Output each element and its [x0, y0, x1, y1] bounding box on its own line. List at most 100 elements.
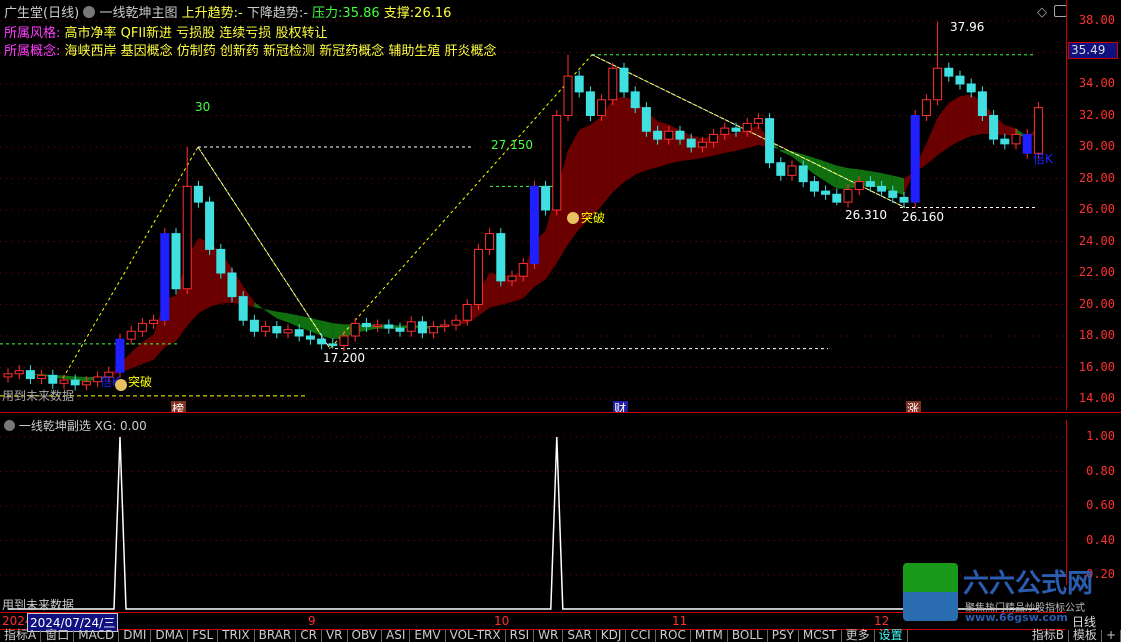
- trend-band: [478, 272, 490, 316]
- indicator-tab[interactable]: 窗口: [41, 629, 75, 642]
- trend-band: [792, 151, 804, 166]
- candle-body: [160, 233, 170, 321]
- candle-body: [944, 67, 954, 77]
- candle-body: [731, 127, 741, 132]
- support-value: 26.16: [414, 6, 452, 21]
- price-tick: 26.00: [1078, 202, 1115, 216]
- candle-body: [317, 338, 327, 345]
- candle-body: [641, 107, 651, 132]
- trend-band: [892, 175, 904, 196]
- trend-band: [142, 334, 154, 365]
- candle-body: [686, 138, 696, 148]
- indicator-name[interactable]: 一线乾坤主图: [99, 6, 178, 21]
- candle-body: [563, 75, 573, 116]
- indicator-tab[interactable]: WR: [534, 629, 564, 642]
- indicator-tab[interactable]: RSI: [506, 629, 535, 642]
- candle-body: [294, 329, 304, 337]
- candle-body: [765, 118, 775, 164]
- candle-body: [619, 67, 629, 93]
- concept-row: 所属概念: 海峡西岸 基因概念 仿制药 创新药 新冠检测 新冠药概念 辅助生殖 …: [4, 40, 496, 59]
- candle-body: [339, 335, 349, 346]
- candle-body: [888, 190, 898, 198]
- indicator-tab[interactable]: 指标A: [0, 629, 42, 642]
- indicator-tab[interactable]: DMI: [119, 629, 152, 642]
- indicator-tab[interactable]: CCI: [626, 629, 656, 642]
- indicator-tab[interactable]: PSY: [768, 629, 799, 642]
- sub-tick: 0.80: [1086, 463, 1115, 478]
- indicator-tab[interactable]: VR: [322, 629, 348, 642]
- indicator-tab[interactable]: BRAR: [255, 629, 297, 642]
- money-bag-icon: [115, 379, 127, 391]
- sub-indicator-icon[interactable]: [4, 420, 15, 431]
- indicator-tab[interactable]: 指标B: [1028, 629, 1069, 642]
- candle-body: [832, 193, 842, 203]
- indicator-tab[interactable]: 更多: [842, 629, 875, 642]
- trend-band: [724, 132, 736, 153]
- candle-body: [507, 275, 517, 282]
- indicator-tab[interactable]: CR: [296, 629, 322, 642]
- indicator-tab[interactable]: MTM: [691, 629, 728, 642]
- indicator-tab[interactable]: BOLL: [728, 629, 768, 642]
- breakout-label: 突破: [581, 210, 605, 225]
- candle-body: [395, 327, 405, 332]
- event-marker: [906, 401, 921, 412]
- indicator-icon[interactable]: [83, 6, 96, 18]
- indicator-tab[interactable]: TRIX: [218, 629, 255, 642]
- candle-body: [753, 118, 763, 124]
- indicator-tab[interactable]: KDJ: [597, 629, 627, 642]
- indicator-tab[interactable]: VOL-TRX: [446, 629, 506, 642]
- candle-body: [227, 272, 237, 298]
- indicator-tab[interactable]: ASI: [382, 629, 411, 642]
- candle-body: [574, 75, 584, 93]
- candle-body: [854, 181, 864, 191]
- date-bar[interactable]: 2024 2024/07/24/三 9 10 11 12: [0, 612, 1066, 632]
- candle-body: [305, 335, 315, 340]
- candle-body: [81, 381, 91, 386]
- candle-body: [193, 185, 203, 203]
- candle-body: [933, 67, 943, 101]
- candle-body: [1022, 133, 1032, 154]
- candle-body: [608, 67, 618, 101]
- price-axis: 38.0036.0034.0032.0030.0028.0026.0024.00…: [1066, 0, 1121, 410]
- indicator-tab[interactable]: EMV: [410, 629, 446, 642]
- date-cursor: 2024/07/24/三: [27, 613, 119, 632]
- logo-url: www.66gsw.com: [965, 611, 1068, 624]
- indicator-tab[interactable]: SAR: [563, 629, 597, 642]
- candle-body: [261, 326, 271, 332]
- trend-band: [814, 158, 826, 182]
- indicator-tab[interactable]: ROC: [656, 629, 691, 642]
- sub-title[interactable]: 一线乾坤副选: [18, 419, 91, 433]
- price-tick: 16.00: [1078, 359, 1115, 374]
- indicator-tab[interactable]: 设置: [875, 629, 908, 642]
- candle-body: [473, 248, 483, 305]
- indicator-tab[interactable]: OBV: [348, 629, 383, 642]
- price-tick: 24.00: [1078, 233, 1115, 248]
- candle-body: [384, 324, 394, 329]
- candle-body: [1011, 133, 1021, 145]
- indicator-tab[interactable]: MACD: [74, 629, 120, 642]
- indicator-tab[interactable]: 模板: [1069, 629, 1102, 642]
- trend-band: [825, 161, 837, 189]
- candle-body: [1000, 138, 1010, 145]
- candle-body: [70, 379, 80, 386]
- logo-icon: [903, 563, 958, 621]
- indicator-tab[interactable]: +: [1102, 629, 1121, 642]
- candle-body: [373, 324, 383, 328]
- indicator-tab[interactable]: MCST: [799, 629, 842, 642]
- label-high: 27.150: [491, 138, 533, 152]
- trend-band: [657, 121, 669, 168]
- candle-body: [429, 326, 439, 334]
- trend-band: [624, 96, 636, 183]
- sub-chart[interactable]: [0, 413, 1066, 611]
- candle-body: [518, 263, 528, 277]
- diamond-icon[interactable]: ◇: [1037, 5, 1047, 20]
- candle-body: [653, 130, 663, 140]
- trend-band: [590, 116, 602, 218]
- sub-tick: 0.20: [1086, 567, 1115, 581]
- indicator-tab[interactable]: DMA: [151, 629, 189, 642]
- indicator-tab[interactable]: FSL: [188, 629, 219, 642]
- candle-body: [843, 189, 853, 203]
- candle-body: [93, 376, 103, 383]
- period-label[interactable]: 日线: [1072, 615, 1097, 629]
